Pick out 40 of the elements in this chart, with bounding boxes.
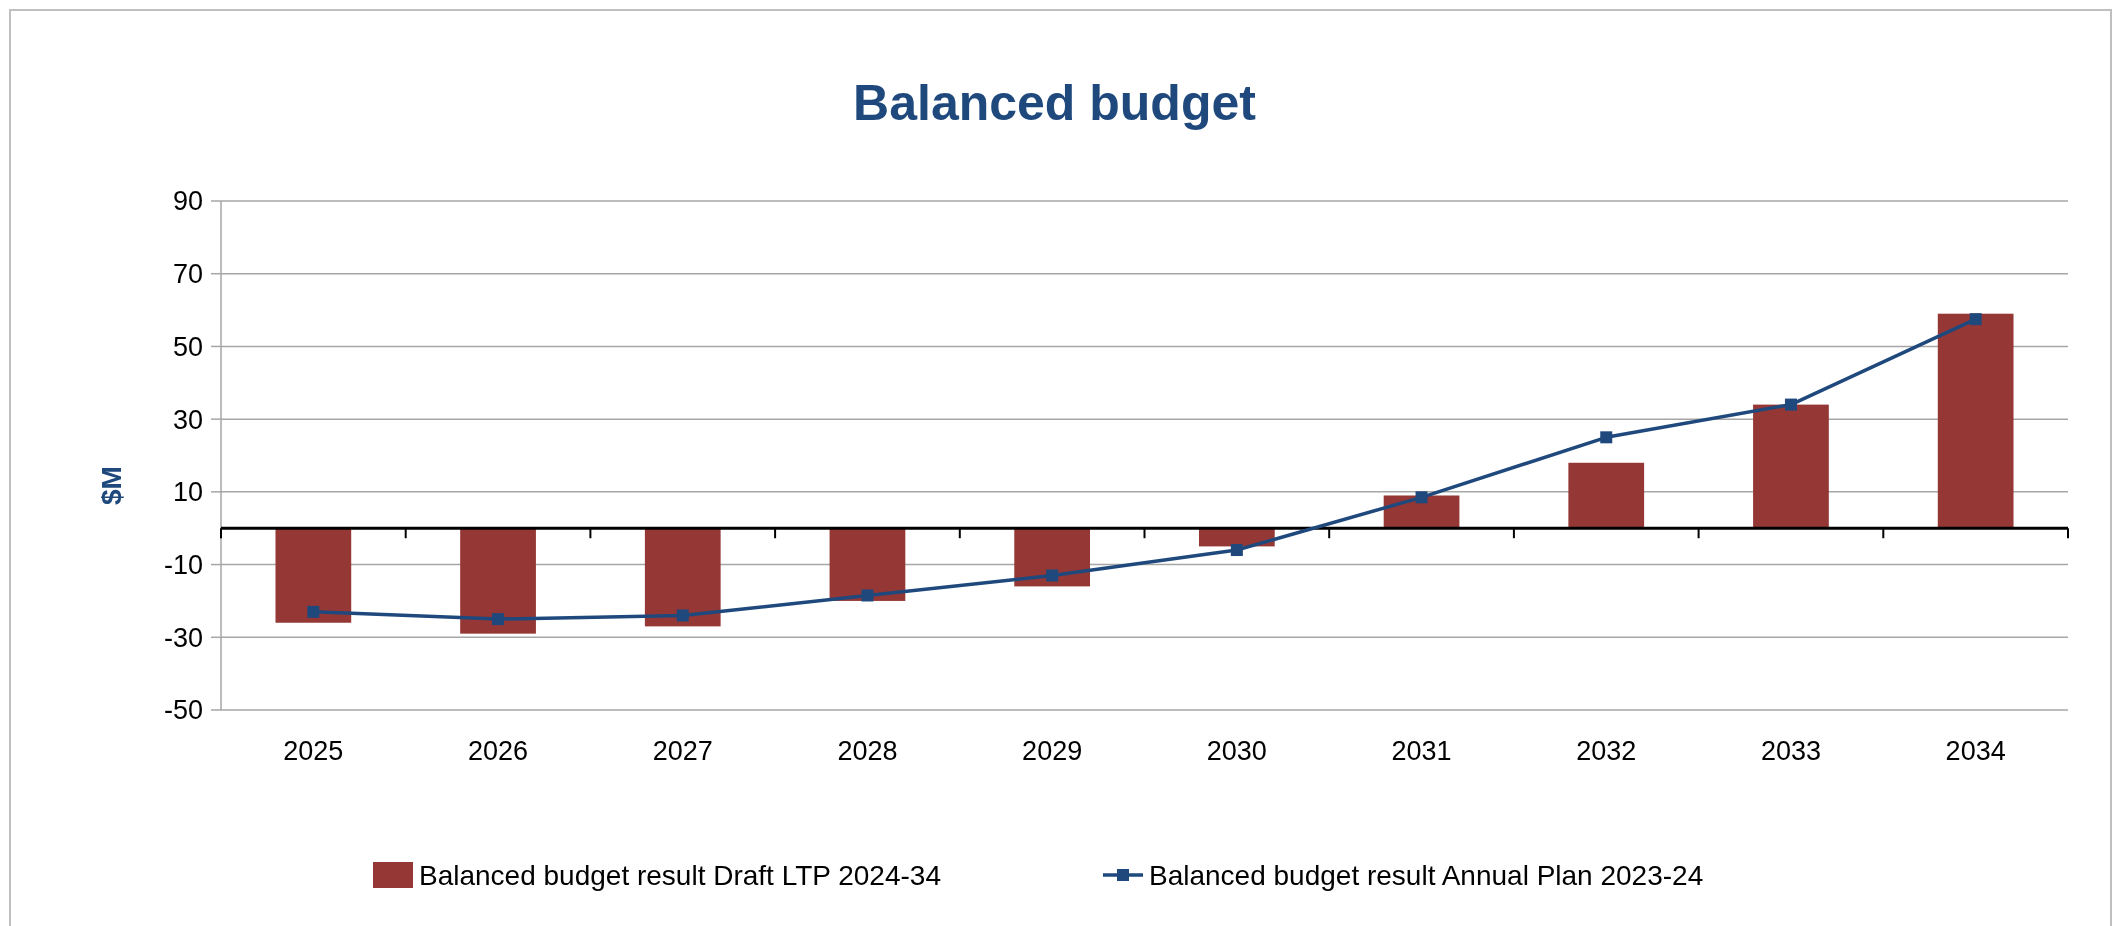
legend-label: Balanced budget result Draft LTP 2024-34 xyxy=(419,859,941,891)
y-tick-label: -10 xyxy=(163,550,203,581)
point xyxy=(1784,398,1797,411)
bar xyxy=(1568,462,1645,529)
bar xyxy=(829,528,906,601)
point xyxy=(492,613,505,626)
point xyxy=(1969,313,1982,326)
x-tick-label: 2034 xyxy=(1945,736,2006,766)
x-tick-label: 2029 xyxy=(1022,736,1083,766)
x-tick-label: 2032 xyxy=(1576,736,1637,766)
point xyxy=(1600,431,1613,444)
bar xyxy=(275,528,352,623)
y-tick-label: 50 xyxy=(172,331,203,362)
x-tick-label: 2026 xyxy=(468,736,529,766)
point xyxy=(861,589,874,602)
x-tick-label: 2031 xyxy=(1391,736,1452,766)
y-tick-label: 10 xyxy=(172,477,203,508)
x-tick-label: 2030 xyxy=(1206,736,1267,766)
y-axis-title: $M xyxy=(96,466,127,505)
chart-title: Balanced budget xyxy=(853,75,1257,131)
y-tick-label: 90 xyxy=(172,186,203,217)
point xyxy=(1415,491,1428,504)
y-tick-label: 70 xyxy=(172,259,203,290)
point xyxy=(676,609,689,622)
bar xyxy=(1014,528,1091,587)
point xyxy=(1046,569,1059,582)
x-tick-label: 2033 xyxy=(1760,736,1821,766)
bar xyxy=(460,528,536,634)
point xyxy=(307,605,320,618)
y-tick-label: -50 xyxy=(163,695,203,726)
point xyxy=(1230,544,1243,557)
bar xyxy=(644,528,721,627)
legend-label: Balanced budget result Annual Plan 2023-24 xyxy=(1149,859,1704,891)
bar xyxy=(1937,313,2014,529)
x-tick-label: 2028 xyxy=(837,736,898,766)
x-tick-label: 2027 xyxy=(652,736,713,766)
y-tick-label: 30 xyxy=(172,404,203,435)
x-tick-label: 2025 xyxy=(283,736,344,766)
y-tick-label: -30 xyxy=(163,622,203,653)
bar xyxy=(1753,404,1829,529)
